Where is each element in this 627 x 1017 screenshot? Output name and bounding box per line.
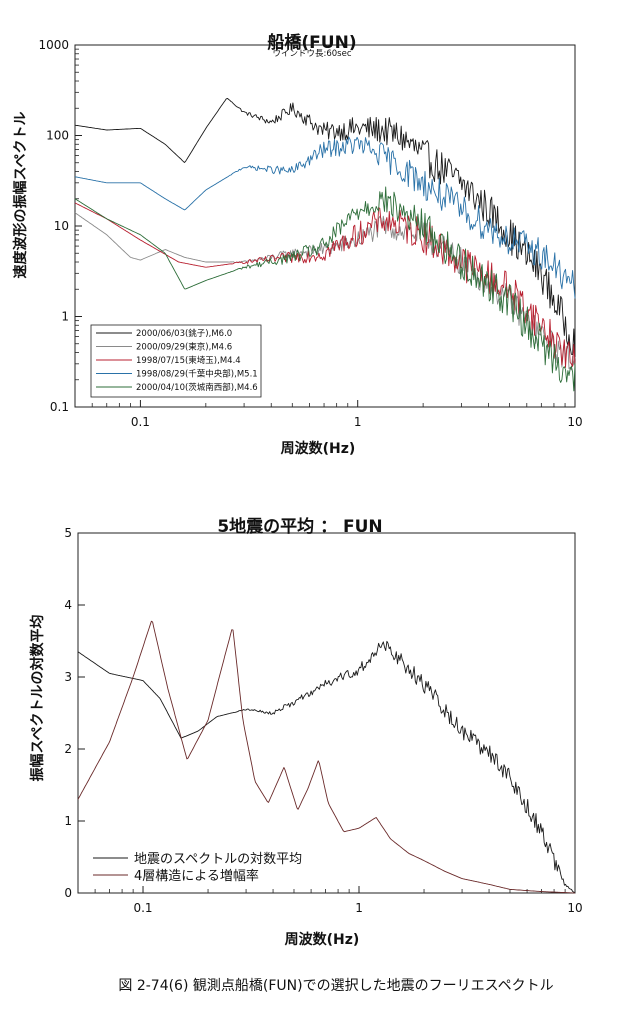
chart-1-legend: 2000/06/03(銚子),M6.0 2000/09/29(東京),M4.6 19…: [90, 324, 262, 398]
chart-1-x-axis-label: 周波数(Hz): [281, 440, 356, 457]
chart-1-legend-label: 1998/07/15(東埼玉),M4.4: [136, 355, 241, 366]
chart-1-y-tick-label: 1000: [38, 38, 69, 52]
chart-2-y-tick-label: 5: [64, 526, 72, 540]
chart-1-title: 船橋(FUN): [267, 32, 356, 53]
chart-1-x-tick-label: 0.1: [131, 415, 150, 429]
chart-1-x-tick-label: 1: [354, 415, 362, 429]
chart-1-series-line-3: [74, 202, 576, 368]
chart-2-series-line-1: [77, 640, 576, 894]
chart-2-y-tick-label: 2: [64, 742, 72, 756]
chart-1-legend-label: 2000/06/03(銚子),M6.0: [136, 328, 232, 339]
chart-1-series-line-2: [74, 212, 576, 371]
figure-caption: 図 2-74(6) 観測点船橋(FUN)での選択した地震のフーリエスペクトル: [118, 977, 553, 994]
chart-1-y-axis-label: 速度波形の振幅スペクトル: [12, 111, 29, 278]
chart-2-x-axis-label: 周波数(Hz): [285, 931, 360, 948]
chart-1-subtitle: ウインドウ長:60sec: [272, 49, 351, 59]
chart-1-series-line-1: [74, 97, 576, 362]
chart-1-legend-label: 1998/08/29(千葉中央部),M5.1: [136, 369, 258, 380]
chart-2-y-axis-label: 振幅スペクトルの対数平均: [29, 614, 46, 781]
chart-2-plot-frame: [77, 532, 576, 894]
chart-1-y-tick-label: 0.1: [50, 400, 69, 414]
chart-2-legend-label: 4層構造による増幅率: [134, 868, 259, 884]
chart-2-y-tick-label: 3: [64, 670, 72, 684]
chart-2-title: 5地震の平均 ： FUN: [217, 516, 382, 537]
chart-2-legend-label: 地震のスペクトルの対数平均: [134, 852, 302, 867]
chart-2-x-tick-label: 10: [567, 901, 582, 915]
chart-1-series-line-4: [74, 136, 576, 299]
chart-2: 0.1 1 10 0 1 2 3 4 5 5地震の平均 ： FUN 周波数(Hz) 振幅スペクト…: [29, 516, 583, 948]
chart-2-x-tick-label: 0.1: [133, 901, 152, 915]
chart-2-y-tick-label: 4: [64, 598, 72, 612]
chart-1-series-line-5: [74, 186, 576, 392]
chart-1-legend-label: 2000/09/29(東京),M4.6: [136, 342, 232, 353]
chart-1-legend-label: 2000/04/10(茨城南西部),M4.6: [136, 382, 258, 393]
chart-1-legend-box: [90, 324, 262, 398]
chart-2-y-tick-label: 1: [64, 814, 72, 828]
chart-2-y-tick-label: 0: [64, 886, 72, 900]
chart-1-y-tick-label: 1: [61, 310, 69, 324]
chart-2-x-tick-label: 1: [355, 901, 363, 915]
chart-1: 0.1 1 10 0.1 1 10 100 1000 船橋(FUN) ウインドウ長:60sec…: [12, 32, 583, 457]
chart-2-series-line-2: [77, 620, 576, 894]
chart-1-y-tick-label: 10: [54, 219, 69, 233]
chart-1-x-tick-label: 10: [567, 415, 582, 429]
chart-1-y-tick-label: 100: [46, 129, 69, 143]
